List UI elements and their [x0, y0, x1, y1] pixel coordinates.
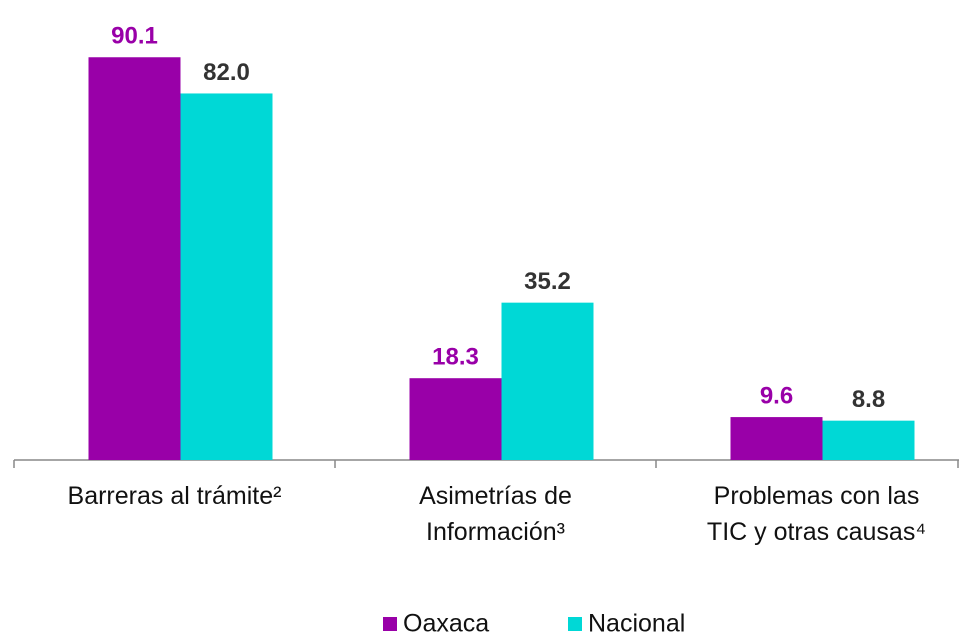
bar: [501, 302, 594, 460]
value-label: 18.3: [432, 344, 479, 371]
legend-label: Nacional: [588, 610, 685, 638]
value-label: 8.8: [852, 386, 885, 413]
legend-swatch: [383, 617, 397, 631]
bar: [409, 378, 502, 460]
legend-swatch: [568, 617, 582, 631]
bar: [88, 57, 181, 461]
x-tick-label: Asimetrías de Información³: [419, 482, 572, 546]
x-tick-label: Problemas con las TIC y otras causas⁴: [706, 482, 927, 546]
bar: [822, 420, 915, 460]
x-tick-label: Barreras al trámite²: [67, 482, 282, 510]
bar: [730, 417, 823, 460]
value-label: 90.1: [111, 23, 158, 50]
value-label: 82.0: [203, 59, 250, 86]
bar: [180, 93, 273, 461]
legend-label: Oaxaca: [403, 610, 489, 638]
value-label: 35.2: [524, 268, 571, 295]
value-label: 9.6: [760, 382, 793, 409]
